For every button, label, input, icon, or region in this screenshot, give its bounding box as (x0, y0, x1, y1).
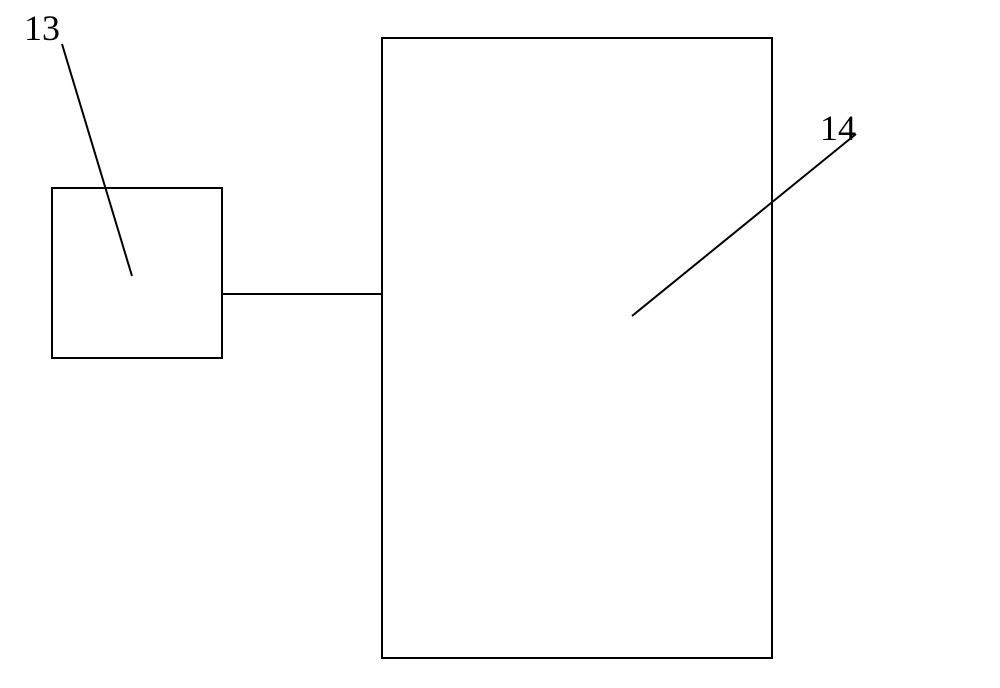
label-14: 14 (820, 110, 856, 146)
large-box (382, 38, 772, 658)
leader-13 (62, 44, 132, 276)
small-box (52, 188, 222, 358)
label-13: 13 (24, 10, 60, 46)
leader-14 (632, 134, 856, 316)
diagram-svg (0, 0, 1000, 688)
